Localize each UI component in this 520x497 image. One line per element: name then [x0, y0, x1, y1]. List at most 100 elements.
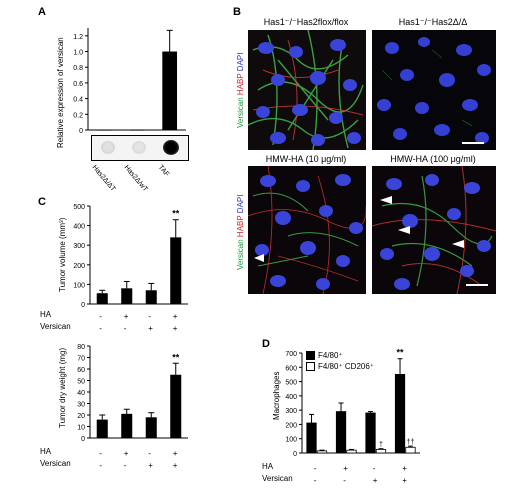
row-sign: -	[123, 324, 127, 333]
row-sign: -	[99, 312, 102, 321]
legend-label-f480-cd206: F4/80⁺ CD206⁺	[318, 362, 375, 371]
bar	[129, 130, 145, 131]
row-label-versican: Versican	[262, 474, 293, 483]
y-tick-label: 500	[73, 204, 85, 211]
y-tick-label: 1.2	[73, 34, 83, 41]
y-tick-label: 40	[77, 390, 85, 397]
row-sign: -	[123, 461, 127, 470]
blot-label-1: Has2Δ/ΔT	[90, 164, 117, 193]
blot-dot-1	[101, 141, 115, 154]
micro-title-tl: Has1⁻/⁻Has2flox/flox	[263, 17, 349, 27]
micro-title-bl: HMW-HA (10 μg/ml)	[265, 154, 347, 164]
row-label-ha: HA	[40, 310, 52, 319]
y-tick-label: 1.0	[73, 50, 83, 57]
y-tick-label: 400	[285, 394, 297, 401]
panel-c-top-chart: 0 100 200 300 400 500 **	[73, 204, 188, 308]
row-sign: -	[313, 464, 317, 473]
row-sign: +	[172, 461, 178, 470]
row-sign: +	[148, 461, 153, 470]
legend-swatch-open	[306, 362, 315, 372]
dot-blot	[91, 135, 189, 161]
row-sign: -	[99, 449, 102, 458]
y-tick-label: 200	[285, 422, 297, 429]
row-sign: -	[372, 464, 376, 473]
legend-label-f480: F4/80⁺	[318, 351, 343, 360]
row-label-versican: Versican	[40, 322, 71, 331]
panel-c-bottom-chart: 0 10 20 30 40 50 60 70 80 **	[77, 344, 188, 442]
y-tick-label: 300	[285, 408, 297, 415]
row-sign: +	[372, 476, 378, 485]
blot-label-2: Has2Δ/wT	[122, 164, 149, 194]
micrograph-bl	[248, 166, 366, 294]
row-label-ha: HA	[262, 462, 274, 471]
row-sign: +	[148, 324, 153, 333]
bar-f480-cd206	[375, 449, 387, 454]
y-tick-label: 300	[73, 243, 85, 250]
y-tick-label: 10	[77, 425, 85, 432]
y-tick-label: 0.2	[73, 112, 83, 119]
bar	[145, 417, 157, 438]
bar	[170, 237, 182, 304]
blot-label-3: TAF	[156, 164, 171, 179]
y-tick-label: 0.8	[73, 65, 83, 72]
row-sign: +	[172, 312, 178, 321]
bar-f480-cd206	[316, 450, 328, 454]
panel-a-chart: 0 0.2 0.4 0.6 0.8 1.0 1.2	[73, 28, 186, 134]
significance-mark: **	[397, 348, 405, 358]
row-sign: -	[99, 324, 102, 333]
y-tick-label: 600	[285, 365, 297, 372]
bar	[121, 413, 133, 438]
row-sign: +	[402, 464, 407, 473]
y-tick-label: 200	[73, 263, 85, 270]
bar-f480-cd206	[405, 446, 416, 454]
row-sign: +	[172, 324, 178, 333]
bar-f480	[365, 412, 376, 454]
y-tick-label: 100	[73, 282, 85, 289]
y-tick-label: 60	[77, 367, 85, 374]
blot-dot-2	[132, 141, 146, 154]
micrograph-br	[372, 166, 496, 294]
row-sign: +	[402, 476, 407, 485]
bar	[145, 290, 157, 304]
bar	[96, 419, 108, 438]
bar	[162, 51, 178, 130]
row-sign: +	[343, 464, 348, 473]
micrograph-tr	[372, 30, 496, 150]
bar	[170, 374, 182, 438]
panel-a-letter: A	[38, 6, 46, 18]
micro-title-br: HMW-HA (100 μg/ml)	[390, 154, 476, 164]
y-tick-label: 0	[293, 451, 297, 457]
legend-item-f480-cd206: F4/80⁺ CD206⁺	[306, 361, 374, 372]
y-tick-label: 100	[285, 437, 297, 444]
row-sign: -	[148, 312, 151, 321]
y-tick-label: 0.4	[73, 97, 83, 104]
bar-f480	[335, 411, 347, 454]
stain-label-top: Versican HABP DAPI	[236, 52, 245, 128]
blot-dot-3	[163, 140, 179, 155]
bar	[121, 288, 133, 304]
row-sign: -	[99, 461, 102, 470]
row-sign: +	[123, 449, 129, 458]
bar	[96, 293, 108, 304]
panel-b-letter: B	[233, 6, 241, 18]
y-tick-label: 80	[77, 344, 85, 351]
y-tick-label: 0.6	[73, 81, 83, 88]
y-tick-label: 700	[285, 351, 297, 358]
row-sign: +	[172, 449, 178, 458]
micro-title-tr: Has1⁻/⁻Has2Δ/Δ	[398, 17, 468, 27]
bar-f480-cd206	[346, 449, 357, 454]
y-tick-label: 30	[77, 402, 85, 409]
row-sign: -	[313, 476, 317, 485]
legend-swatch-filled	[306, 351, 315, 361]
y-tick-label: 500	[285, 380, 297, 387]
row-sign: -	[148, 449, 151, 458]
y-tick-label: 0	[81, 436, 85, 442]
y-tick-label: 0	[79, 128, 83, 134]
bar-f480	[394, 374, 406, 454]
legend-item-f480: F4/80⁺	[306, 350, 374, 361]
double-dagger-mark: ††	[407, 439, 415, 446]
row-label-ha: HA	[40, 447, 52, 456]
row-sign: -	[343, 476, 346, 485]
dagger-mark: †	[379, 442, 383, 449]
